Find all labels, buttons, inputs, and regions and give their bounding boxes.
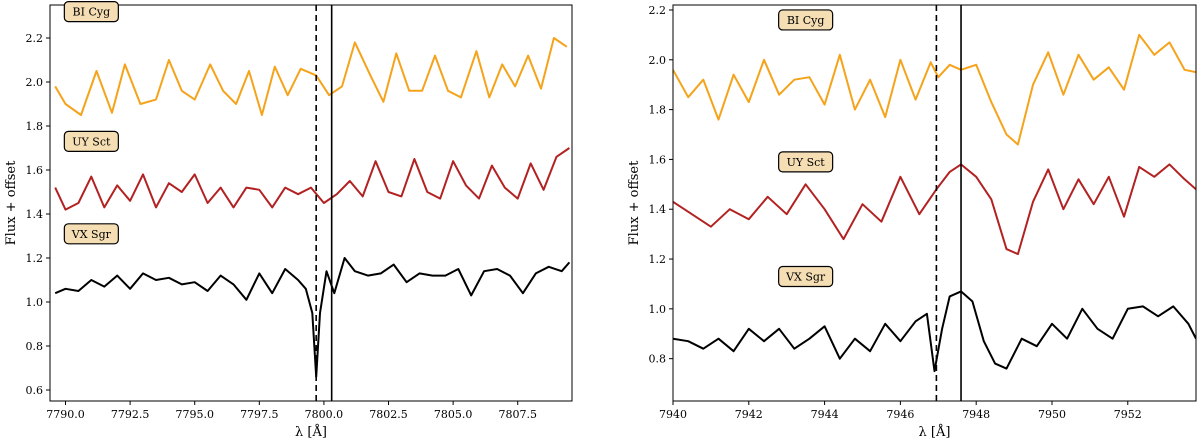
y-tick-label: 1.4 — [649, 203, 667, 216]
y-tick-label: 1.8 — [649, 104, 667, 117]
series-label-uy-sct: UY Sct — [778, 151, 834, 173]
series-line-uy-sct — [673, 163, 1196, 256]
x-tick-label: 7944 — [811, 408, 839, 421]
series-line-vx-sgr — [673, 290, 1196, 373]
plot-frame — [672, 4, 1197, 402]
series-label-box — [778, 265, 834, 288]
series-label-text: BI Cyg — [73, 6, 111, 19]
series-label-bi-cyg: BI Cyg — [778, 9, 834, 31]
series-label-uy-sct: UY Sct — [63, 130, 119, 152]
x-tick-label: 7950 — [1038, 408, 1066, 421]
series-group — [54, 37, 571, 378]
left-spectrum-panel: 7790.0 7792.5 7795.0 7797.5 7800.0 7802.5 7805… — [4, 1, 573, 440]
y-tick-label: 1.0 — [649, 303, 667, 316]
x-axis-label: λ [Å] — [295, 424, 327, 440]
y-axis-label: Flux + offset — [627, 160, 642, 245]
series-group — [673, 33, 1196, 373]
x-tick-label: 7948 — [962, 408, 990, 421]
y-tick-label: 0.8 — [26, 340, 44, 353]
x-tick-label: 7800.0 — [305, 408, 344, 421]
series-label-vx-sgr: VX Sgr — [63, 223, 119, 245]
y-axis-label: Flux + offset — [4, 160, 19, 245]
series-line-bi-cyg — [673, 33, 1196, 146]
x-tick-label: 7802.5 — [369, 408, 408, 421]
x-tick-label: 7790.0 — [46, 408, 85, 421]
y-tick-label: 0.8 — [649, 353, 667, 366]
y-tick-label: 2.2 — [26, 32, 44, 45]
y-tick-label: 2.0 — [26, 76, 44, 89]
y-tick-label: 2.2 — [649, 4, 667, 17]
x-tick-label: 7940 — [659, 408, 687, 421]
x-axis-label: λ [Å] — [919, 424, 951, 440]
y-tick-label: 1.2 — [26, 252, 44, 265]
y-tick-label: 1.6 — [26, 164, 44, 177]
y-tick-label: 1.0 — [26, 296, 44, 309]
series-line-bi-cyg — [54, 37, 568, 116]
series-label-box — [63, 223, 119, 245]
right-spectrum-panel: 7940 7942 7944 7946 7948 7950 7952 0.8 1.0 1.2 1.4… — [627, 4, 1197, 440]
series-label-text: VX Sgr — [71, 228, 112, 241]
x-tick-label: 7805.0 — [434, 408, 473, 421]
series-line-uy-sct — [54, 147, 570, 211]
series-label-text: BI Cyg — [787, 14, 825, 27]
y-tick-label: 0.6 — [26, 384, 44, 397]
series-label-box — [63, 1, 119, 23]
series-label-text: UY Sct — [72, 135, 111, 148]
plot-frame — [49, 4, 573, 402]
y-tick-label: 1.6 — [649, 153, 667, 166]
series-label-text: VX Sgr — [785, 270, 826, 283]
series-line-vx-sgr — [54, 257, 571, 378]
series-label-text: UY Sct — [787, 156, 826, 169]
x-tick-label: 7942 — [735, 408, 763, 421]
x-tick-label: 7946 — [886, 408, 914, 421]
x-tick-label: 7807.5 — [498, 408, 537, 421]
series-label-box — [63, 130, 119, 152]
x-tick-label: 7795.0 — [175, 408, 214, 421]
x-tick-label: 7797.5 — [240, 408, 279, 421]
x-tick-label: 7792.5 — [111, 408, 150, 421]
series-label-bi-cyg: BI Cyg — [63, 1, 119, 23]
series-label-box — [778, 9, 834, 31]
y-tick-label: 1.4 — [26, 208, 44, 221]
y-tick-label: 1.2 — [649, 253, 667, 266]
series-label-box — [778, 151, 834, 173]
y-tick-label: 2.0 — [649, 54, 667, 67]
y-tick-label: 1.8 — [26, 120, 44, 133]
series-label-vx-sgr: VX Sgr — [778, 265, 834, 288]
x-tick-label: 7952 — [1114, 408, 1142, 421]
